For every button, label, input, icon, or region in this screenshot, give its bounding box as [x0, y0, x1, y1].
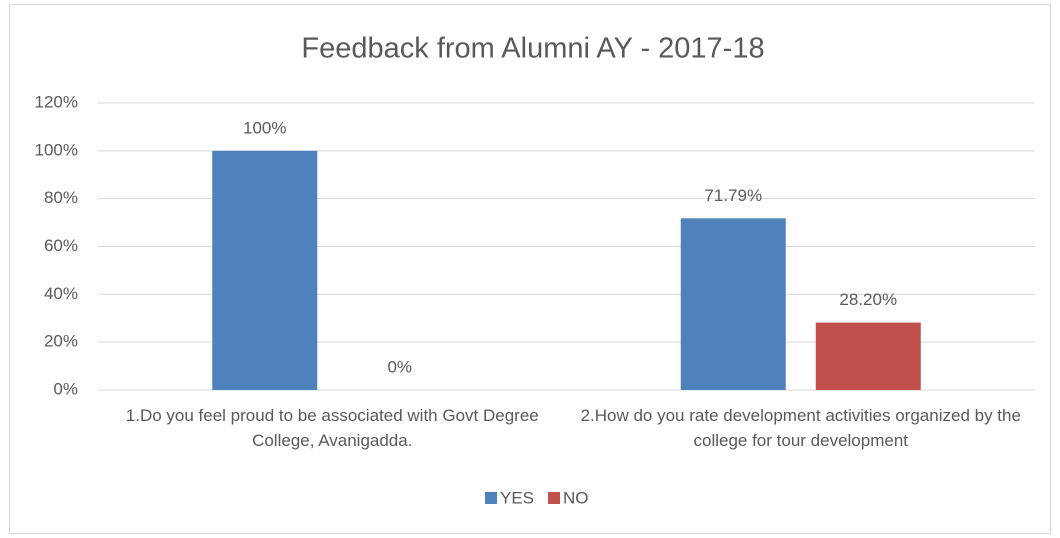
bar: [212, 150, 318, 390]
x-tick-label: 2.How do you rate development activities…: [580, 406, 1021, 450]
data-label: 28.20%: [839, 290, 897, 309]
y-tick-label: 100%: [35, 140, 78, 159]
x-tick-label: 1.Do you feel proud to be associated wit…: [125, 406, 539, 450]
y-tick-label: 20%: [44, 332, 78, 351]
y-tick-label: 40%: [44, 284, 78, 303]
legend-label: YES: [500, 488, 534, 507]
chart-title: Feedback from Alumni AY - 2017-18: [301, 33, 764, 65]
data-label: 0%: [387, 357, 412, 376]
y-tick-label: 80%: [44, 188, 78, 207]
data-label: 71.79%: [704, 186, 762, 205]
legend-swatch: [548, 492, 561, 504]
chart-frame: [9, 4, 1051, 534]
y-tick-label: 0%: [53, 379, 78, 398]
bar: [680, 218, 786, 390]
bar: [815, 322, 921, 390]
legend-label: NO: [563, 488, 589, 507]
data-label: 100%: [243, 118, 286, 137]
y-tick-label: 120%: [35, 92, 78, 111]
legend-swatch: [485, 492, 497, 504]
y-tick-label: 60%: [44, 236, 78, 255]
